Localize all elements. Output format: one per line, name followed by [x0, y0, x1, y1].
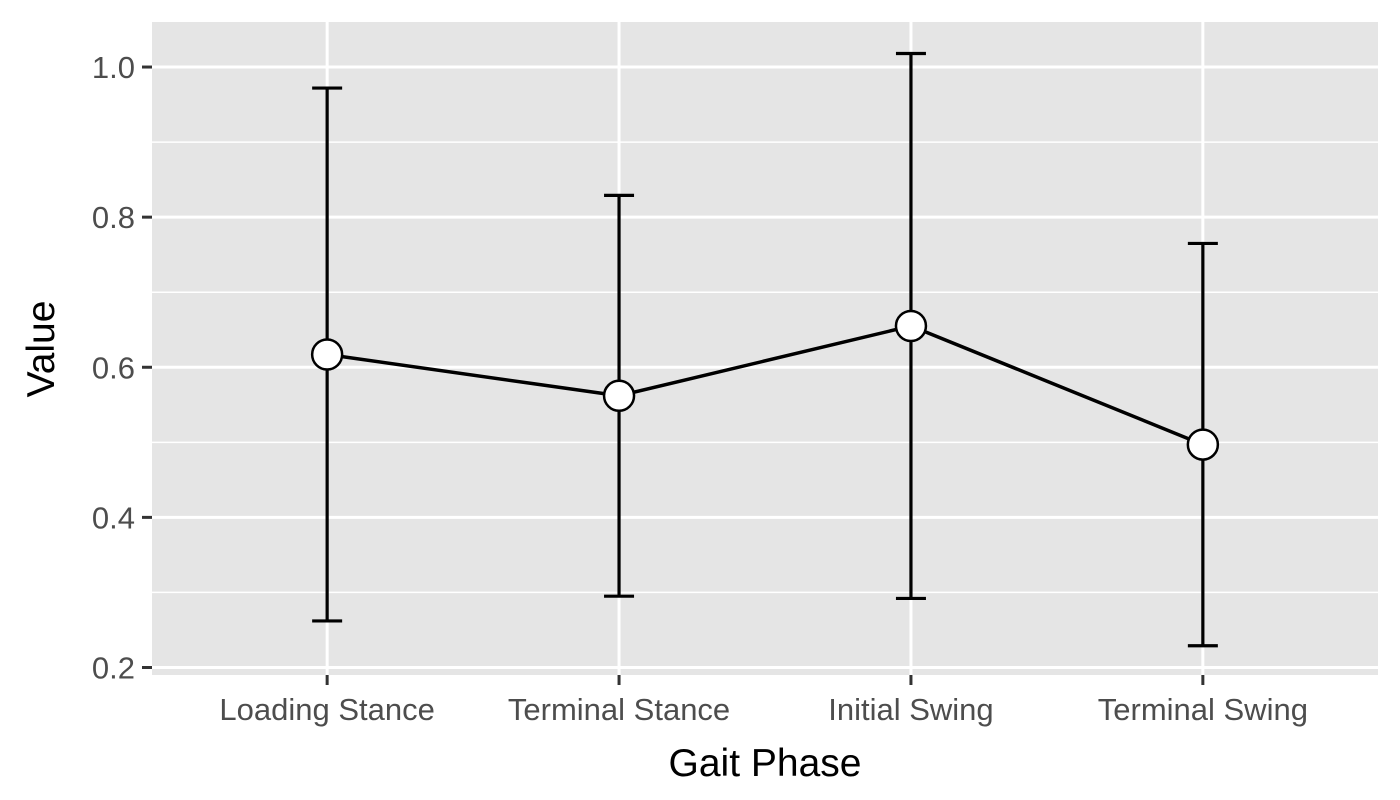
x-tick-label: Loading Stance [219, 692, 434, 727]
data-point [310, 338, 344, 371]
y-tick-label: 0.8 [92, 200, 135, 235]
y-tick-label: 0.6 [92, 350, 135, 385]
x-axis-title: Gait Phase [669, 742, 862, 785]
data-point [602, 379, 636, 413]
data-points [310, 309, 1220, 461]
series-line-group [326, 324, 1204, 447]
x-tick-label: Initial Swing [828, 692, 993, 727]
y-tick-label: 0.4 [92, 500, 135, 535]
x-tick-label: Terminal Stance [508, 692, 730, 727]
minor-gridlines [152, 141, 1378, 594]
y-tick-label: 0.2 [92, 650, 135, 685]
plot-panel [152, 22, 1378, 675]
x-tick-label: Terminal Swing [1098, 692, 1308, 727]
y-tick-label: 1.0 [92, 50, 135, 85]
y-axis-title: Value [20, 301, 63, 398]
data-point [1186, 428, 1220, 461]
data-point [894, 309, 928, 343]
series-line [326, 324, 1204, 447]
x-axis: Loading Stance Terminal Stance Initial Swi… [219, 675, 1308, 727]
y-axis: 0.2 0.4 0.6 0.8 1.0 [92, 50, 152, 685]
